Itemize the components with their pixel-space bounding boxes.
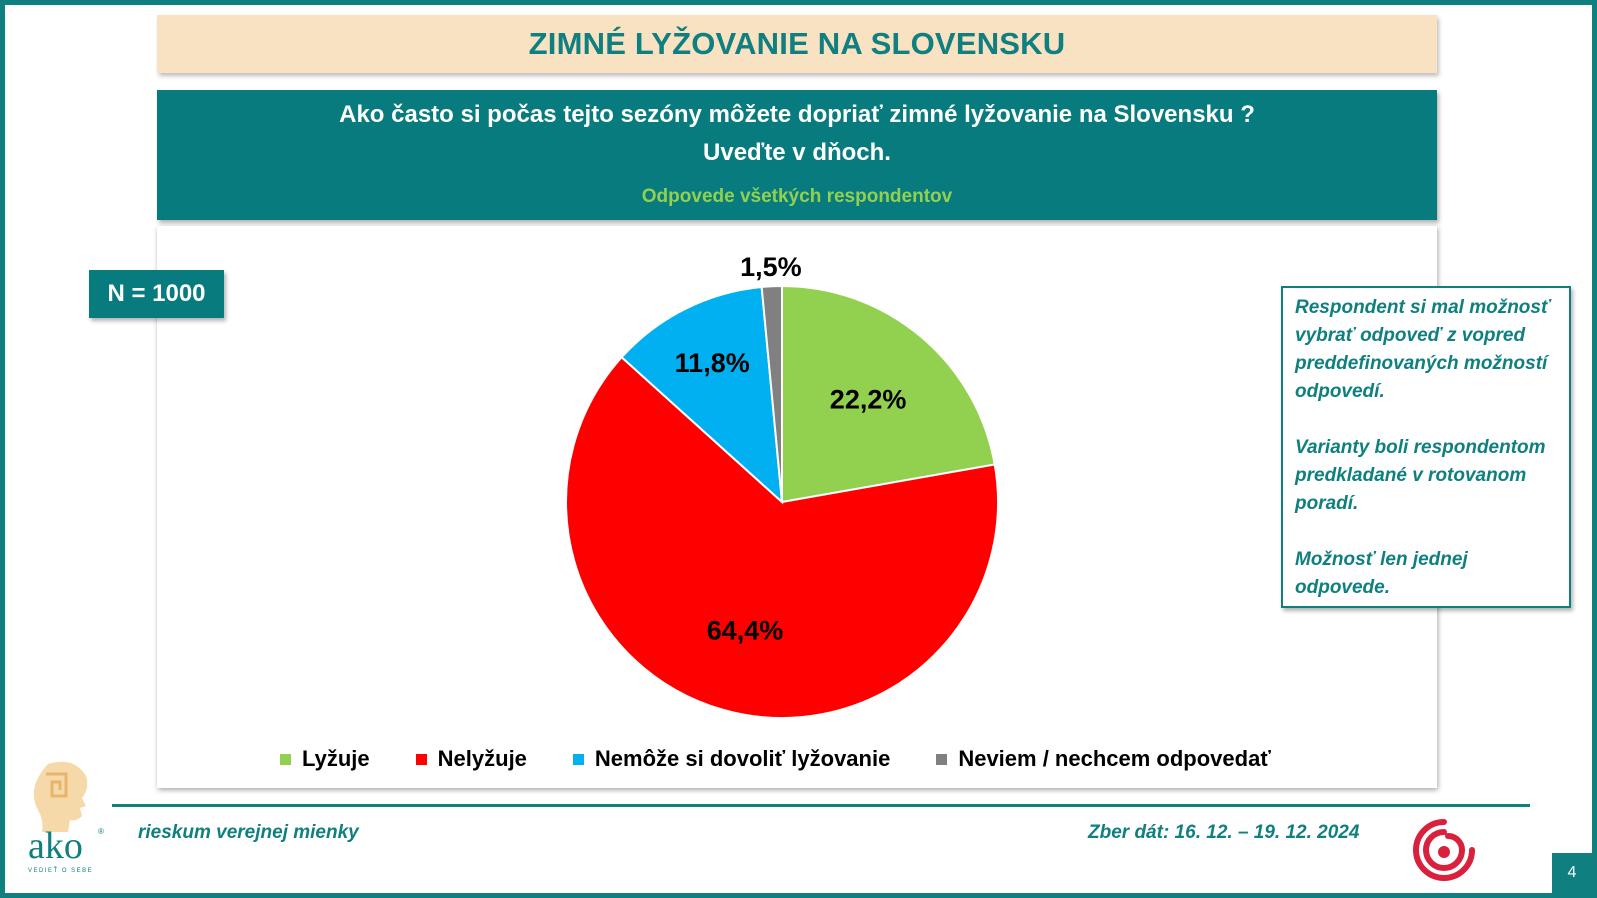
page-title: ZIMNÉ LYŽOVANIE NA SLOVENSKU bbox=[528, 26, 1066, 61]
logo-tagline: VEDIEŤ O SEBE bbox=[28, 866, 93, 874]
legend-swatch bbox=[936, 753, 948, 765]
legend-item: Nelyžuje bbox=[415, 746, 527, 772]
methodology-note: Respondent si mal možnosť vybrať odpoveď… bbox=[1281, 286, 1571, 608]
legend-label: Neviem / nechcem odpovedať bbox=[958, 746, 1271, 771]
question-banner: Ako často si počas tejto sezóny môžete d… bbox=[157, 90, 1437, 220]
chart-legend: Lyžuje Nelyžuje Nemôže si dovoliť lyžovani… bbox=[280, 742, 1317, 776]
footer-collection-date: Zber dát: 16. 12. – 19. 12. 2024 bbox=[1088, 822, 1360, 843]
legend-item: Neviem / nechcem odpovedať bbox=[936, 746, 1271, 772]
legend-label: Nemôže si dovoliť lyžovanie bbox=[594, 746, 891, 771]
slice-neviem bbox=[760, 284, 783, 503]
legend-swatch bbox=[280, 753, 291, 765]
respondents-subtitle: Odpovede všetkých respondentov bbox=[641, 186, 953, 207]
slice-nelyzuje bbox=[565, 355, 999, 720]
title-banner: ZIMNÉ LYŽOVANIE NA SLOVENSKU bbox=[157, 15, 1437, 73]
note-paragraph-1: Respondent si mal možnosť vybrať odpoveď… bbox=[1295, 297, 1551, 402]
data-label: 64,4% bbox=[707, 616, 784, 646]
note-paragraph-3: Možnosť len jednej odpovede. bbox=[1295, 549, 1468, 598]
legend-item: Lyžuje bbox=[280, 746, 370, 772]
page-number: 4 bbox=[1552, 853, 1592, 893]
ako-logo: ako ® VEDIEŤ O SEBE bbox=[28, 761, 104, 874]
sample-size-badge: N = 1000 bbox=[89, 270, 224, 318]
footer-divider bbox=[112, 804, 1530, 807]
data-label: 11,8% bbox=[675, 348, 750, 378]
spiral-logo-icon bbox=[1413, 819, 1475, 881]
data-label: 22,2% bbox=[830, 384, 907, 414]
slice-lyzuje bbox=[781, 284, 996, 504]
legend-label: Lyžuje bbox=[302, 746, 370, 771]
footer-tagline: rieskum verejnej mienky bbox=[138, 822, 359, 843]
legend-swatch bbox=[415, 753, 427, 765]
logo-text: ako bbox=[28, 825, 83, 867]
legend-label: Nelyžuje bbox=[437, 746, 527, 771]
question-text: Ako často si počas tejto sezóny môžete d… bbox=[339, 101, 1255, 166]
logo-trademark: ® bbox=[98, 827, 104, 836]
data-label: 1,5% bbox=[740, 252, 802, 282]
legend-item: Nemôže si dovoliť lyžovanie bbox=[572, 746, 891, 772]
note-paragraph-2: Varianty boli respondentom predkladané v… bbox=[1295, 437, 1546, 514]
slice-nemoze bbox=[620, 285, 784, 505]
legend-swatch bbox=[572, 753, 584, 765]
